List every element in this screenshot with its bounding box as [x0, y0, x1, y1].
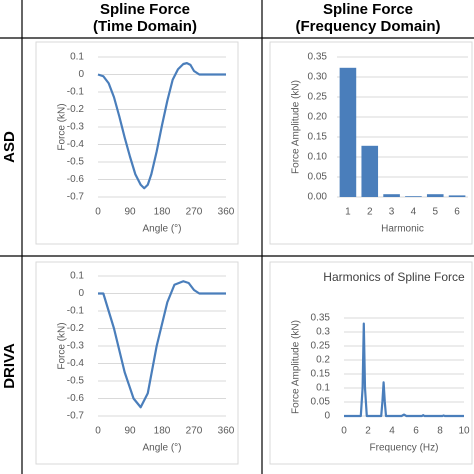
- x-tick-label: 2: [367, 207, 373, 218]
- y-tick-label: -0.7: [67, 192, 85, 203]
- x-tick-label: 0: [95, 426, 101, 437]
- y-tick-label: 0.3: [316, 327, 330, 338]
- y-tick-label: 0.25: [311, 341, 331, 352]
- y-tick-label: 0.35: [308, 52, 328, 63]
- y-tick-label: 0.2: [316, 355, 330, 366]
- y-tick-label: 0.1: [70, 52, 84, 63]
- y-tick-label: -0.6: [67, 174, 85, 185]
- x-tick-label: 3: [389, 207, 395, 218]
- x-axis-title: Angle (°): [142, 443, 181, 454]
- data-line: [344, 322, 464, 418]
- x-tick-label: 270: [186, 207, 203, 218]
- y-tick-label: -0.2: [67, 323, 85, 334]
- x-tick-label: 6: [413, 426, 419, 437]
- y-tick-label: -0.4: [67, 139, 85, 150]
- y-tick-label: 0.00: [308, 192, 328, 203]
- x-tick-label: 10: [458, 426, 470, 437]
- row-header: DRIVA: [1, 343, 18, 389]
- x-tick-label: 90: [124, 426, 136, 437]
- y-tick-label: -0.1: [67, 87, 85, 98]
- y-tick-label: 0.15: [311, 369, 331, 380]
- x-tick-label: 6: [454, 207, 460, 218]
- y-tick-label: 0: [78, 288, 84, 299]
- x-axis-title: Angle (°): [142, 224, 181, 235]
- x-tick-label: 4: [389, 426, 395, 437]
- y-axis-title: Force Amplitude (kN): [291, 320, 302, 414]
- bar: [448, 195, 466, 197]
- y-axis-title: Force Amplitude (kN): [291, 80, 302, 174]
- y-tick-label: -0.3: [67, 341, 85, 352]
- y-tick-label: -0.2: [67, 104, 85, 115]
- y-tick-label: 0.1: [70, 271, 84, 282]
- data-line: [97, 62, 226, 190]
- y-tick-label: -0.5: [67, 157, 85, 168]
- bar: [339, 67, 357, 197]
- x-tick-label: 360: [218, 207, 235, 218]
- x-tick-label: 0: [341, 426, 347, 437]
- chart-frame: [269, 41, 473, 245]
- x-tick-label: 270: [186, 426, 203, 437]
- bar: [405, 196, 422, 197]
- chart-frame: [269, 261, 473, 465]
- column-header: (Frequency Domain): [295, 18, 440, 35]
- y-tick-label: -0.1: [67, 306, 85, 317]
- chart-title: Harmonics of Spline Force: [323, 270, 465, 284]
- x-axis-title: Frequency (Hz): [370, 443, 439, 454]
- chart-frame: [35, 41, 239, 245]
- column-header: Spline Force: [323, 1, 413, 18]
- bar: [426, 194, 444, 197]
- column-header: Spline Force: [100, 1, 190, 18]
- y-tick-label: 0.35: [311, 313, 331, 324]
- y-tick-label: 0: [324, 411, 330, 422]
- y-axis-title: Force (kN): [57, 103, 68, 150]
- x-tick-label: 4: [411, 207, 417, 218]
- y-tick-label: -0.5: [67, 376, 85, 387]
- bar: [383, 194, 400, 197]
- chart-frame: [35, 261, 239, 465]
- x-tick-label: 8: [437, 426, 443, 437]
- y-tick-label: 0.05: [311, 397, 331, 408]
- column-header: (Time Domain): [93, 18, 197, 35]
- x-tick-label: 180: [154, 207, 171, 218]
- x-tick-label: 90: [124, 207, 136, 218]
- x-tick-label: 0: [95, 207, 101, 218]
- y-tick-label: -0.3: [67, 122, 85, 133]
- y-tick-label: 0: [78, 69, 84, 80]
- y-tick-label: 0.05: [308, 172, 328, 183]
- bar: [361, 145, 379, 197]
- y-tick-label: 0.15: [308, 132, 328, 143]
- data-line: [98, 280, 226, 409]
- y-tick-label: 0.1: [316, 383, 330, 394]
- x-tick-label: 5: [432, 207, 438, 218]
- x-tick-label: 360: [218, 426, 235, 437]
- y-tick-label: -0.7: [67, 411, 85, 422]
- x-axis-title: Harmonic: [381, 224, 424, 235]
- row-header: ASD: [1, 131, 18, 163]
- y-tick-label: 0.30: [308, 72, 328, 83]
- y-axis-title: Force (kN): [57, 322, 68, 369]
- y-tick-label: 0.25: [308, 92, 328, 103]
- y-tick-label: -0.6: [67, 393, 85, 404]
- y-tick-label: 0.10: [308, 152, 328, 163]
- y-tick-label: 0.20: [308, 112, 328, 123]
- x-tick-label: 2: [365, 426, 371, 437]
- x-tick-label: 180: [154, 426, 171, 437]
- y-tick-label: -0.4: [67, 358, 85, 369]
- x-tick-label: 1: [345, 207, 351, 218]
